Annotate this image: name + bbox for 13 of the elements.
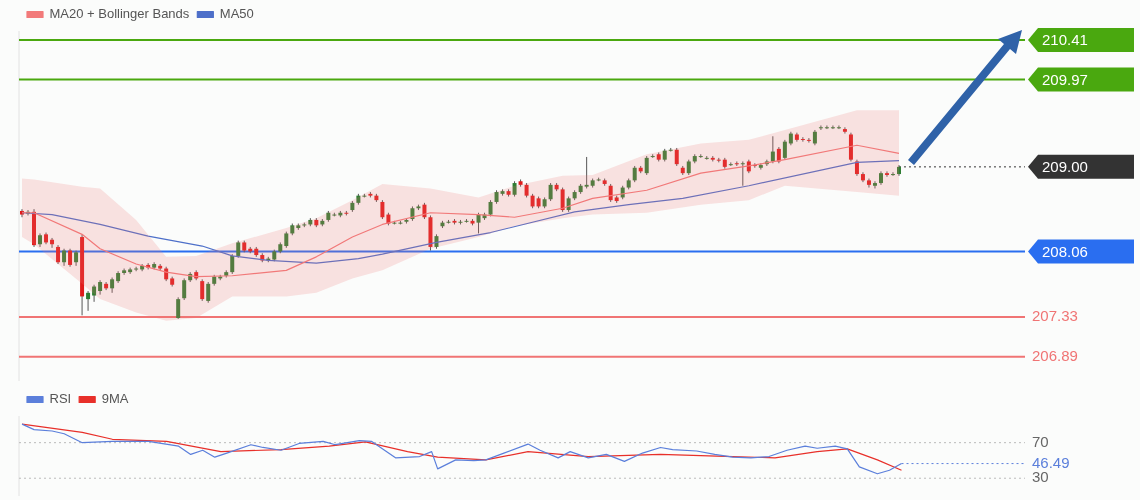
legend-label: MA50 — [219, 6, 254, 22]
ref-line-label: 209.00 — [1042, 158, 1088, 175]
ref-line-label: 46.49 — [1032, 453, 1070, 471]
ref-line-label: 210.41 — [1042, 31, 1088, 49]
legend-label: 9MA — [101, 391, 129, 407]
y-tick-label: 70 — [1032, 432, 1049, 450]
ref-line-label: 207.33 — [1032, 307, 1078, 325]
legend-label: RSI — [49, 391, 72, 407]
y-tick-label: 30 — [1032, 468, 1049, 486]
ref-line-label: 209.97 — [1042, 70, 1088, 88]
ref-line-label: 206.89 — [1032, 346, 1078, 364]
legend-label: MA20 + Bollinger Bands — [49, 6, 190, 22]
ref-line-label: 208.06 — [1042, 242, 1088, 260]
